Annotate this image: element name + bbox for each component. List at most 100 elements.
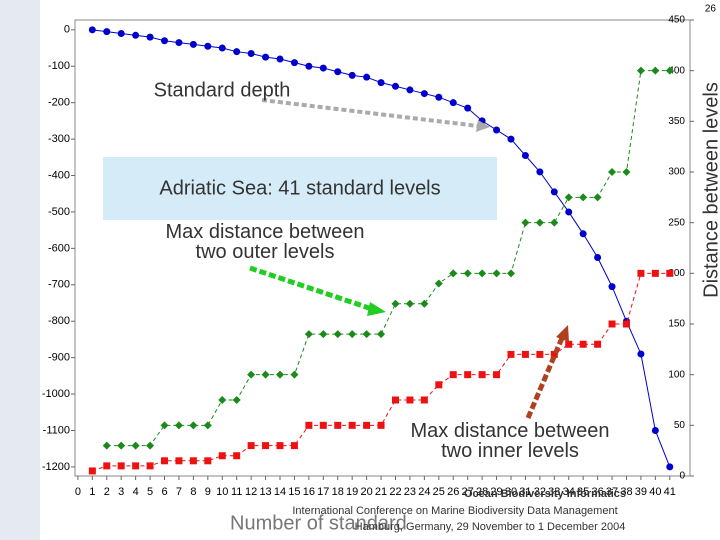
footer-line: Ocean Biodiversity Informatics: [464, 488, 626, 500]
marker: [420, 396, 428, 404]
marker: [290, 59, 298, 67]
arrow-head: [367, 302, 386, 316]
x-tick-label: 34: [563, 486, 575, 498]
marker: [305, 62, 313, 70]
arrow: [525, 337, 565, 419]
marker: [117, 462, 125, 470]
arrow: [261, 98, 479, 128]
y-tick-label: -500: [48, 206, 70, 218]
marker: [536, 168, 544, 176]
marker: [665, 66, 674, 75]
marker: [565, 208, 573, 216]
y2-tick-label: 150: [668, 319, 685, 330]
marker: [304, 330, 313, 339]
marker: [651, 269, 659, 277]
y-tick-label: -300: [48, 133, 70, 145]
marker: [406, 86, 414, 94]
marker: [521, 350, 529, 358]
marker: [247, 442, 255, 450]
arrow: [249, 265, 373, 312]
marker: [449, 371, 457, 379]
x-tick-label: 28: [476, 486, 488, 498]
x-tick-label: 40: [649, 486, 661, 498]
y2-tick-label: 250: [668, 217, 685, 228]
x-tick-label: 16: [303, 486, 315, 498]
side-strip: [0, 0, 40, 540]
marker: [377, 79, 385, 87]
marker: [463, 269, 472, 278]
marker: [666, 269, 674, 277]
marker: [550, 350, 558, 358]
y2-tick-label: 0: [679, 471, 685, 482]
marker: [420, 299, 429, 308]
x-tick-label: 11: [231, 486, 242, 498]
page-number: 26: [705, 4, 717, 15]
y2-tick-label: 350: [668, 116, 685, 127]
marker: [261, 370, 270, 379]
marker: [406, 396, 414, 404]
footer-line: International Conference on Marine Biodi…: [292, 505, 617, 517]
marker: [189, 40, 197, 48]
marker: [608, 320, 616, 328]
x-tick-label: 10: [216, 486, 228, 498]
marker: [377, 421, 385, 429]
x-tick-label: 0: [75, 486, 81, 498]
marker: [507, 350, 515, 358]
x-tick-label: 7: [176, 486, 182, 498]
y2-tick-label: 200: [668, 268, 685, 279]
annotation-box: Max distance between two outer levels: [165, 222, 364, 262]
marker: [636, 66, 645, 75]
marker: [334, 68, 342, 76]
marker: [464, 104, 472, 112]
marker: [535, 218, 544, 227]
marker: [564, 193, 573, 202]
marker: [233, 452, 241, 460]
marker: [434, 279, 443, 288]
marker: [204, 457, 212, 465]
marker: [449, 269, 458, 278]
x-tick-label: 25: [433, 486, 445, 498]
marker: [637, 350, 645, 358]
marker: [102, 441, 111, 450]
x-tick-label: 18: [332, 486, 344, 498]
marker: [405, 299, 414, 308]
x-tick-label: 14: [274, 486, 286, 498]
marker: [247, 50, 255, 58]
marker: [550, 188, 558, 196]
x-tick-label: 36: [591, 486, 603, 498]
marker: [391, 299, 400, 308]
marker: [88, 467, 96, 475]
x-tick-label: 33: [548, 486, 560, 498]
x-tick-label: 5: [147, 486, 153, 498]
marker: [218, 396, 227, 404]
x-tick-label: 31: [519, 486, 531, 498]
x-tick-label: 21: [375, 486, 387, 498]
marker: [204, 42, 212, 50]
marker: [493, 371, 501, 379]
marker: [146, 441, 155, 450]
marker: [464, 371, 472, 379]
marker: [435, 93, 443, 101]
annotation: Adriatic Sea: 41 standard levels: [159, 177, 440, 199]
y-tick-label: -1200: [42, 461, 70, 473]
marker: [666, 463, 674, 471]
x-tick-label: 27: [462, 486, 474, 498]
x-tick-label: 22: [389, 486, 401, 498]
marker: [362, 330, 371, 339]
marker: [247, 370, 256, 379]
y-tick-label: -600: [48, 242, 70, 254]
marker: [290, 442, 298, 450]
marker: [579, 193, 588, 202]
y-tick-label: 0: [64, 24, 70, 36]
marker: [435, 381, 443, 389]
y2-axis-title: Distance between levels: [700, 82, 720, 298]
marker: [319, 421, 327, 429]
x-tick-label: 8: [190, 486, 196, 498]
marker: [608, 283, 616, 291]
marker: [218, 452, 226, 460]
marker: [117, 441, 126, 450]
marker: [203, 421, 212, 430]
x-tick-label: 26: [447, 486, 459, 498]
y2-tick-label: 50: [674, 420, 686, 431]
annotation-box: Max distance between two inner levels: [410, 421, 609, 461]
